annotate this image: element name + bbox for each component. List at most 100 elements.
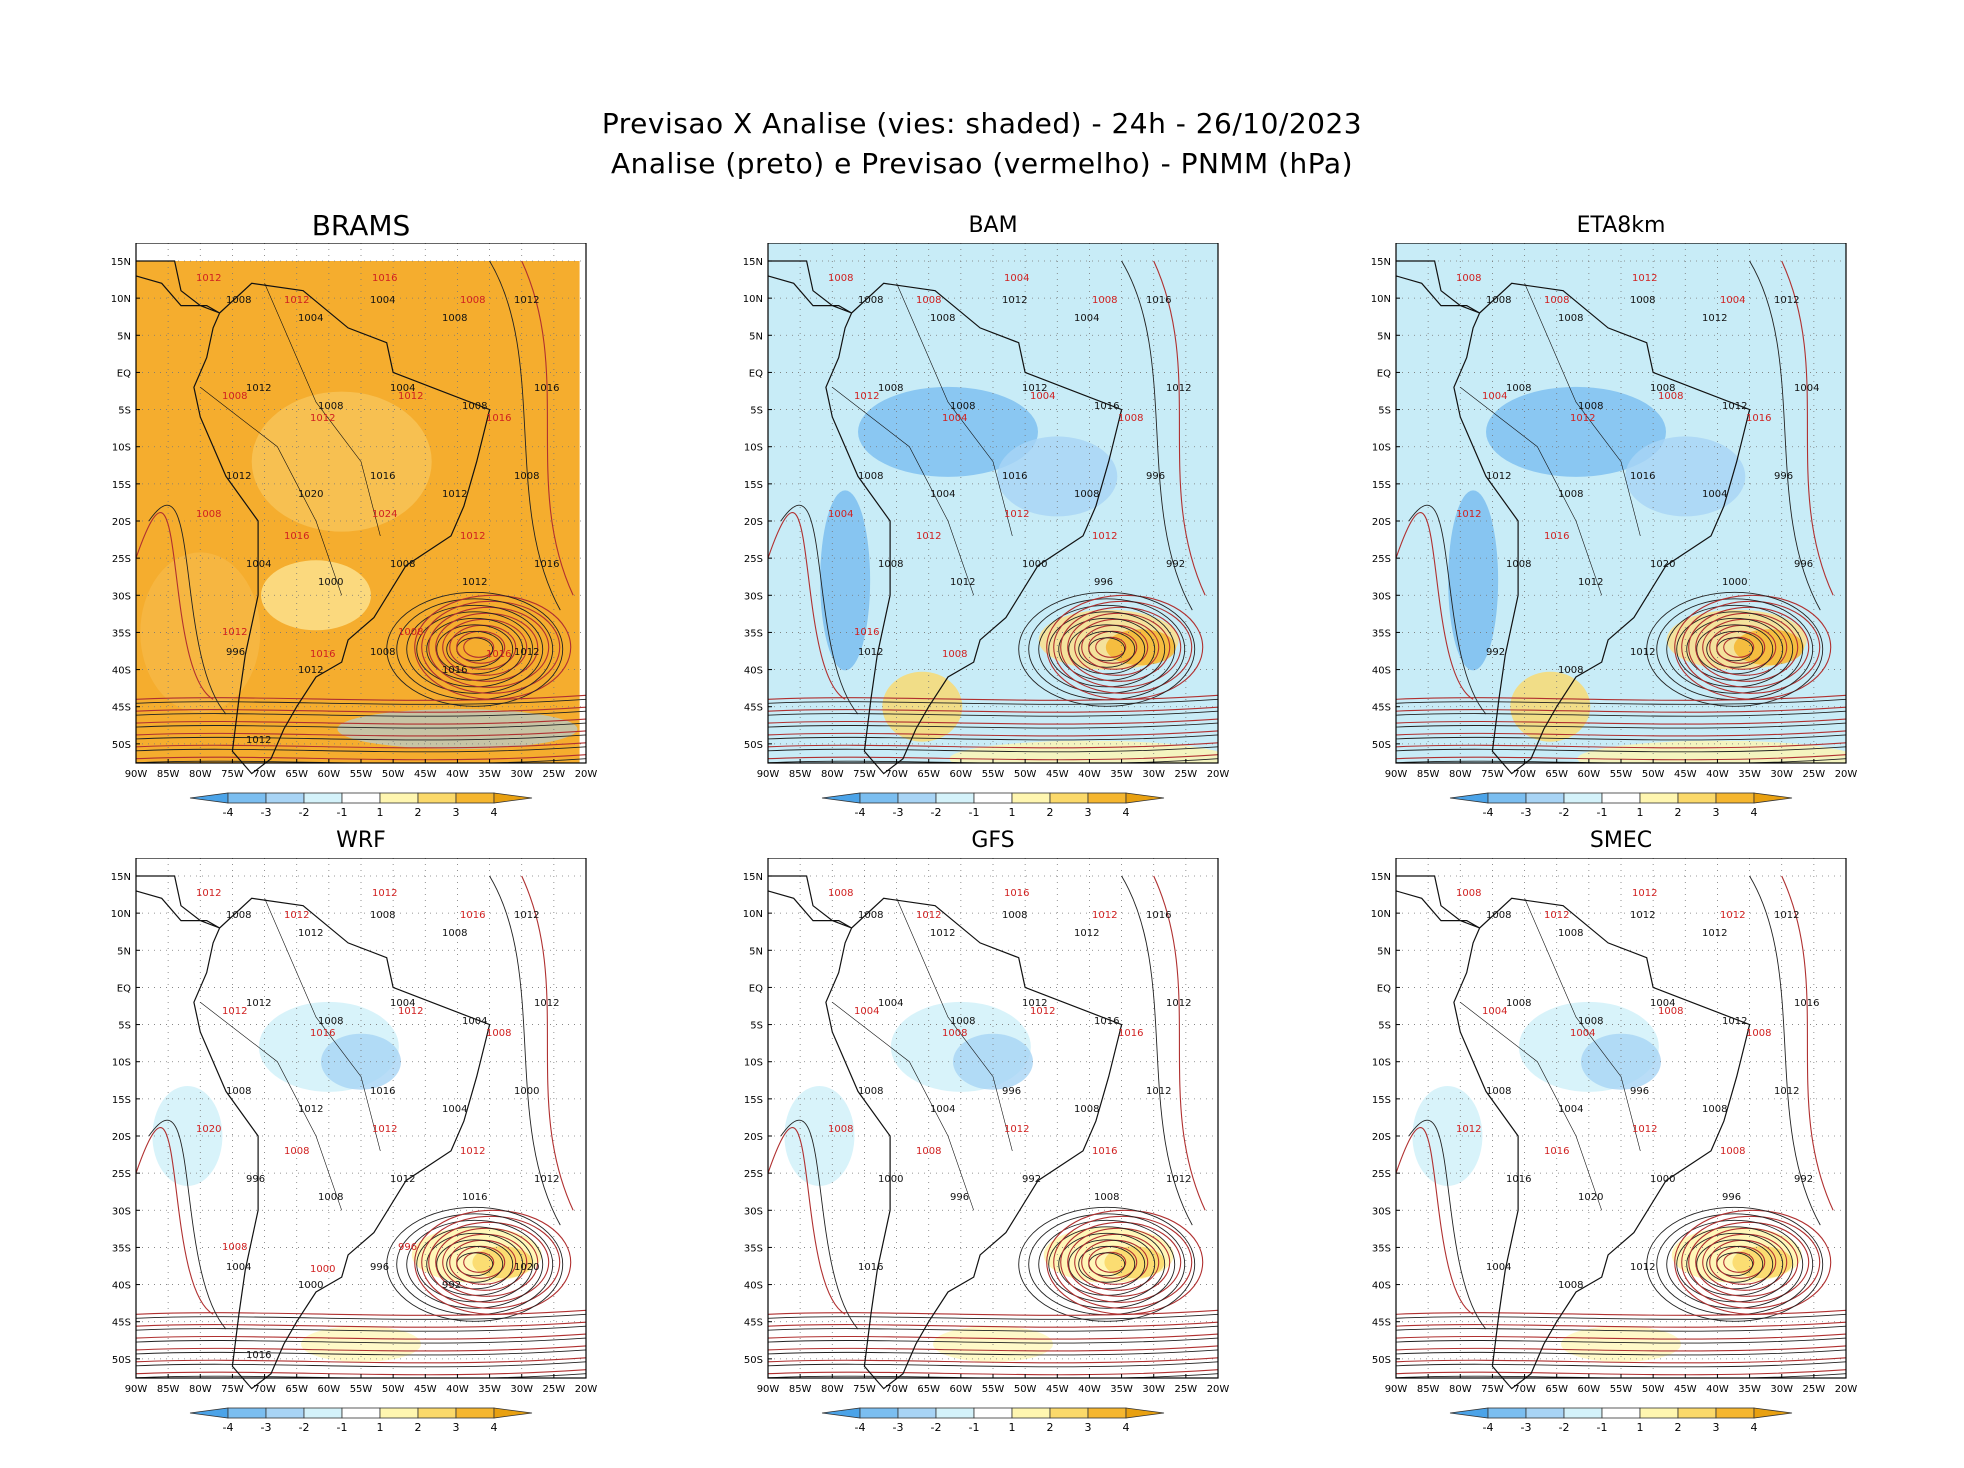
forecast-isobar-label: 1004	[942, 413, 967, 424]
forecast-isobar-label: 1012	[372, 1124, 397, 1135]
latitude-label: 25S	[112, 1169, 131, 1180]
colorbar-swatch	[379, 792, 419, 804]
analysis-isobar-label: 1008	[1558, 928, 1583, 939]
colorbar-swatch	[1525, 792, 1565, 804]
colorbar-label: 3	[1713, 806, 1720, 819]
colorbar-arrow-low	[821, 1407, 861, 1419]
longitude-label: 25W	[1175, 1384, 1198, 1395]
colorbar-label: 2	[415, 1421, 422, 1434]
forecast-isobar-label: 1012	[460, 1146, 485, 1157]
latitude-label: 45S	[1372, 1318, 1391, 1329]
latitude-label: 15S	[744, 1095, 763, 1106]
colorbar-arrow-low	[189, 792, 229, 804]
analysis-isobar-label: 1008	[1506, 559, 1531, 570]
analysis-isobar-label: 1012	[1578, 577, 1603, 588]
latitude-label: EQ	[117, 368, 131, 379]
analysis-isobar-label: 1008	[858, 471, 883, 482]
forecast-isobar-label: 1008	[916, 1146, 941, 1157]
analysis-isobar-label: 1008	[930, 313, 955, 324]
longitude-label: 65W	[1545, 769, 1568, 780]
colorbar-label: 3	[1713, 1421, 1720, 1434]
analysis-isobar-label: 1008	[1650, 383, 1675, 394]
latitude-label: 10N	[1371, 909, 1391, 920]
longitude-label: 50W	[1642, 769, 1665, 780]
contour-labels: 1008100810121004101610081008101210161012…	[828, 273, 1191, 660]
forecast-isobar-label: 1024	[372, 509, 397, 520]
longitude-label: 75W	[1481, 769, 1504, 780]
latitude-label: 10S	[1372, 1058, 1391, 1069]
analysis-isobar-label: 1016	[370, 1086, 395, 1097]
analysis-isobar-label: 1012	[1722, 401, 1747, 412]
map-panel-bam: 1008100810121004101610081008101210161012…	[743, 243, 1229, 819]
forecast-isobar-label: 996	[398, 1242, 417, 1253]
colorbar-arrow-low	[821, 792, 861, 804]
colorbar-swatch	[897, 1407, 937, 1419]
longitude-label: 25W	[1803, 1384, 1826, 1395]
analysis-isobar-label: 1012	[1146, 1086, 1171, 1097]
analysis-isobar-label: 1012	[1022, 383, 1047, 394]
longitude-label: 85W	[1417, 769, 1440, 780]
colorbar-label: -4	[855, 806, 866, 819]
analysis-isobar-label: 996	[950, 1192, 969, 1203]
forecast-isobar-label: 1008	[1118, 413, 1143, 424]
colorbar-label: -1	[1597, 806, 1608, 819]
analysis-isobar-label: 1004	[1486, 1262, 1511, 1273]
latitude-label: 35S	[1372, 1243, 1391, 1254]
analysis-isobar-label: 1004	[930, 489, 955, 500]
colorbar-label: 3	[1085, 1421, 1092, 1434]
analysis-isobar-label: 1004	[930, 1104, 955, 1115]
colorbar-label: -4	[1483, 806, 1494, 819]
analysis-isobar-label: 1016	[1146, 910, 1171, 921]
analysis-isobar-label: 1000	[878, 1174, 903, 1185]
colorbar-swatch	[859, 1407, 899, 1419]
analysis-isobar-label: 1008	[1578, 401, 1603, 412]
analysis-isobar-label: 1012	[298, 928, 323, 939]
latitude-label: 20S	[1372, 517, 1391, 528]
title-line-2: Analise (preto) e Previsao (vermelho) - …	[610, 147, 1353, 180]
analysis-isobar-label: 1008	[1558, 489, 1583, 500]
analysis-isobar-label: 1004	[1074, 313, 1099, 324]
forecast-isobar-label: 1004	[1482, 391, 1507, 402]
forecast-isobar-label: 1008	[222, 1242, 247, 1253]
longitude-label: 25W	[1175, 769, 1198, 780]
analysis-isobar-label: 1008	[1506, 998, 1531, 1009]
latitude-label: 50S	[744, 1355, 763, 1366]
analysis-isobar-label: 1012	[1774, 910, 1799, 921]
analysis-isobar-label: 1000	[1722, 577, 1747, 588]
longitude-label: 90W	[125, 769, 148, 780]
analysis-isobar-label: 1012	[226, 471, 251, 482]
analysis-isobar-label: 1008	[318, 1016, 343, 1027]
colorbar-label: 4	[491, 1421, 498, 1434]
latitude-label: 10S	[112, 1058, 131, 1069]
longitude-label: 40W	[1078, 1384, 1101, 1395]
analysis-isobar-label: 1008	[370, 910, 395, 921]
forecast-isobar-label: 1008	[942, 649, 967, 660]
forecast-isobar-label: 1012	[284, 295, 309, 306]
colorbar-label: 2	[1675, 1421, 1682, 1434]
forecast-isobar-label: 1008	[1544, 295, 1569, 306]
analysis-isobar-label: 1008	[1578, 1016, 1603, 1027]
analysis-isobar-label: 1020	[298, 489, 323, 500]
analysis-isobar-label: 1012	[1774, 1086, 1799, 1097]
forecast-isobar-label: 1004	[1004, 273, 1029, 284]
analysis-isobar-label: 1008	[1074, 1104, 1099, 1115]
analysis-isobar-label: 1012	[1166, 1174, 1191, 1185]
forecast-isobar-label: 1012	[372, 888, 397, 899]
analysis-isobar-label: 1004	[370, 295, 395, 306]
colorbar-label: 4	[491, 806, 498, 819]
forecast-isobar-label: 1012	[1720, 910, 1745, 921]
longitude-label: 60W	[1578, 1384, 1601, 1395]
colorbar-label: 2	[1047, 1421, 1054, 1434]
analysis-isobar-label: 1004	[442, 1104, 467, 1115]
latitude-label: 45S	[1372, 703, 1391, 714]
analysis-isobar-label: 1004	[878, 998, 903, 1009]
forecast-isobar-label: 1012	[196, 888, 221, 899]
colorbar-swatch	[1487, 792, 1527, 804]
colorbar-label: 3	[453, 1421, 460, 1434]
longitude-label: 75W	[853, 769, 876, 780]
analysis-isobar-label: 1016	[534, 383, 559, 394]
latitude-label: 25S	[1372, 554, 1391, 565]
coastline	[767, 260, 1123, 775]
colorbar-label: 1	[1637, 806, 1644, 819]
analysis-isobar-label: 1008	[390, 559, 415, 570]
